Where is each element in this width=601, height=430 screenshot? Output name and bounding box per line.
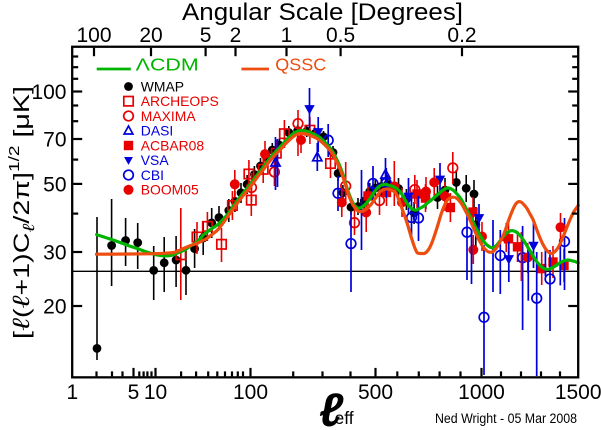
svg-text:70: 70 (43, 129, 66, 152)
svg-text:1: 1 (281, 24, 293, 47)
svg-text:0.5: 0.5 (326, 24, 355, 47)
svg-text:Ned Wright - 05 Mar 2008: Ned Wright - 05 Mar 2008 (435, 411, 577, 427)
svg-text:2: 2 (230, 24, 242, 47)
svg-text:CBI: CBI (141, 167, 164, 183)
svg-text:10: 10 (144, 381, 167, 404)
svg-text:DASI: DASI (141, 123, 173, 139)
svg-text:100: 100 (31, 81, 66, 104)
svg-text:ℓ: ℓ (319, 383, 344, 430)
svg-text:BOOM05: BOOM05 (141, 182, 199, 198)
svg-text:eff: eff (335, 408, 354, 428)
svg-text:VSA: VSA (141, 152, 170, 168)
svg-text:Angular Scale [Degrees]: Angular Scale [Degrees] (182, 0, 463, 26)
svg-text:100: 100 (76, 24, 111, 47)
svg-text:100: 100 (233, 381, 268, 404)
svg-text:30: 30 (43, 242, 66, 265)
svg-text:20: 20 (139, 24, 162, 47)
svg-text:0.2: 0.2 (447, 24, 476, 47)
svg-text:20: 20 (43, 296, 66, 319)
svg-text:1000: 1000 (458, 381, 505, 404)
svg-text:ΛCDM: ΛCDM (136, 54, 199, 74)
svg-text:ACBAR08: ACBAR08 (141, 137, 205, 153)
svg-text:1500: 1500 (555, 381, 601, 404)
svg-text:[ℓ(ℓ+1)Cℓ/2π]1/2 [μK]: [ℓ(ℓ+1)Cℓ/2π]1/2 [μK] (6, 86, 38, 339)
svg-text:MAXIMA: MAXIMA (141, 108, 197, 124)
svg-text:1: 1 (66, 381, 78, 404)
svg-text:500: 500 (358, 381, 393, 404)
svg-text:ARCHEOPS: ARCHEOPS (141, 93, 219, 109)
svg-text:5: 5 (128, 381, 140, 404)
svg-text:50: 50 (43, 174, 66, 197)
svg-text:QSSC: QSSC (275, 54, 326, 74)
svg-text:WMAP: WMAP (141, 78, 184, 94)
svg-text:5: 5 (200, 24, 212, 47)
